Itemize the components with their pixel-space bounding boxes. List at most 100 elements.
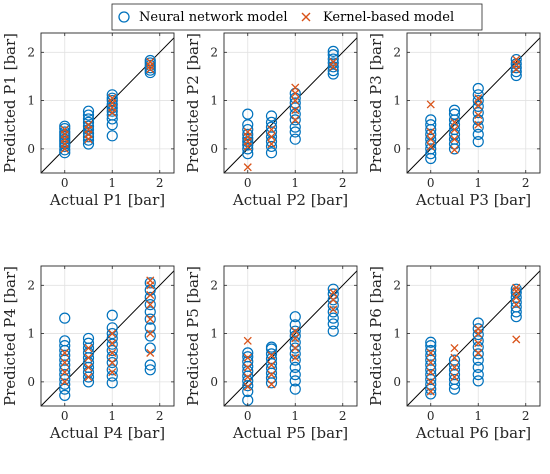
nn-point — [448, 354, 461, 366]
legend-marker-kernel — [301, 12, 311, 22]
x-axis-label: Actual P6 [bar] — [415, 424, 531, 442]
y-tick-label: 1 — [27, 94, 35, 108]
nn-point — [242, 139, 254, 151]
x-tick-label: 2 — [156, 176, 164, 190]
nn-point — [327, 49, 339, 61]
nn-point — [144, 306, 156, 318]
nn-point — [144, 313, 156, 325]
legend: Neural network model Kernel-based model — [111, 3, 483, 31]
nn-point — [289, 361, 301, 373]
kernel-point — [60, 125, 69, 134]
nn-point — [327, 65, 339, 77]
kernel-point — [450, 353, 459, 362]
kernel-point — [512, 300, 521, 309]
kernel-point — [60, 377, 69, 386]
kernel-point — [291, 83, 300, 92]
plot-content — [224, 270, 357, 406]
nn-point — [289, 342, 301, 354]
y-tick-label: 1 — [393, 94, 401, 108]
kernel-point — [108, 329, 117, 338]
nn-point — [242, 351, 254, 363]
kernel-point — [84, 353, 93, 362]
nn-point — [289, 325, 301, 337]
nn-point — [106, 377, 118, 389]
kernel-point — [291, 334, 300, 343]
nn-point — [472, 335, 484, 347]
nn-point — [510, 62, 522, 74]
axes-box — [40, 265, 175, 407]
y-tick-label: 2 — [27, 278, 35, 292]
nn-point — [448, 104, 461, 116]
nn-point — [82, 120, 95, 132]
kernel-point — [267, 139, 276, 149]
nn-point — [472, 375, 484, 387]
kernel-point — [84, 344, 93, 353]
kernel-point — [146, 276, 155, 285]
kernel-point — [426, 142, 435, 151]
nn-point — [289, 133, 301, 145]
kernel-point — [108, 358, 117, 367]
kernel-point — [146, 61, 155, 70]
kernel-point — [84, 120, 93, 129]
x-tick-label: 2 — [522, 409, 530, 423]
x-tick-label: 1 — [291, 409, 299, 423]
x-axis-label: Actual P2 [bar] — [232, 191, 348, 209]
y-tick-label: 1 — [210, 327, 218, 341]
x-tick-label: 0 — [61, 176, 69, 190]
kernel-point — [60, 348, 69, 357]
y-axis-label: Predicted P1 [bar] — [1, 33, 19, 173]
nn-point — [448, 359, 461, 371]
nn-point — [327, 294, 339, 306]
nn-point — [82, 109, 95, 121]
kernel-point — [267, 132, 276, 141]
nn-point — [448, 108, 461, 120]
kernel-point — [291, 344, 300, 353]
kernel-point — [243, 363, 252, 372]
nn-point — [472, 354, 484, 366]
kernel-point — [474, 339, 483, 348]
kernel-point — [291, 96, 300, 105]
nn-point — [289, 354, 301, 366]
kernel-point — [450, 125, 459, 134]
kernel-point — [243, 353, 252, 362]
nn-point — [510, 291, 522, 303]
kernel-point — [243, 372, 252, 382]
kernel-point — [474, 324, 483, 333]
kernel-point — [426, 135, 435, 144]
kernel-point — [474, 348, 483, 357]
y-tick-label: 0 — [27, 142, 35, 156]
nn-point — [59, 126, 71, 138]
kernel-point — [426, 100, 435, 109]
nn-point — [106, 370, 118, 382]
y-tick-label: 2 — [27, 45, 35, 59]
x-axis-label: Actual P5 [bar] — [232, 424, 348, 442]
nn-point — [327, 318, 339, 330]
plot-content — [407, 270, 540, 406]
nn-point — [327, 57, 339, 69]
kernel-point — [108, 368, 117, 377]
nn-point — [144, 364, 156, 376]
kernel-point — [84, 372, 93, 382]
kernel-point — [450, 135, 459, 144]
kernel-point — [512, 293, 521, 302]
kernel-point — [512, 287, 521, 296]
kernel-point — [426, 127, 435, 137]
kernel-point — [426, 368, 435, 377]
nn-point — [106, 113, 118, 125]
nn-point — [106, 105, 118, 117]
nn-point — [59, 312, 71, 324]
legend-box — [111, 3, 483, 31]
kernel-point — [329, 288, 338, 297]
kernel-point — [329, 295, 338, 304]
x-tick-label: 2 — [156, 409, 164, 423]
nn-point — [289, 383, 301, 395]
nn-point — [472, 82, 484, 95]
legend-marker-neural — [118, 11, 130, 23]
kernel-point — [146, 348, 155, 357]
kernel-point — [291, 89, 300, 98]
nn-point — [425, 336, 437, 348]
nn-point — [265, 341, 278, 353]
x-tick-label: 1 — [291, 176, 299, 190]
